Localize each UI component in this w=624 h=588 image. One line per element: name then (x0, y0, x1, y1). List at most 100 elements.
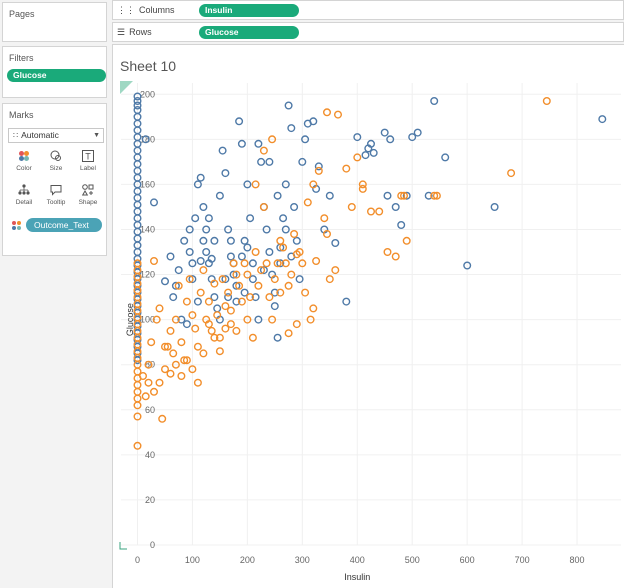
data-point-orange (229, 259, 238, 268)
data-point-orange (432, 191, 441, 200)
data-point-orange (169, 349, 178, 358)
data-point-orange (507, 169, 516, 178)
data-point-blue (193, 180, 202, 189)
data-point-orange (204, 320, 213, 329)
data-point-blue (150, 198, 159, 207)
data-point-blue (240, 236, 249, 245)
size-icon (41, 150, 71, 165)
data-point-orange (188, 311, 197, 320)
svg-text:T: T (85, 152, 91, 162)
data-point-blue (276, 259, 285, 268)
data-point-blue (408, 133, 417, 142)
data-point-blue (490, 202, 499, 211)
data-point-orange (353, 153, 362, 162)
data-point-blue (248, 275, 257, 284)
label-button[interactable]: T Label (73, 148, 103, 176)
data-point-blue (188, 275, 197, 284)
data-point-blue (240, 288, 249, 297)
data-point-blue (237, 252, 246, 261)
detail-icon (9, 184, 39, 199)
data-point-orange (259, 202, 268, 211)
data-point-blue (309, 117, 318, 126)
filter-pill-glucose[interactable]: Glucose (7, 69, 106, 82)
shape-button[interactable]: Shape (73, 182, 103, 210)
data-point-orange (210, 333, 219, 342)
data-point-blue (290, 202, 299, 211)
data-point-orange (322, 229, 331, 238)
data-point-orange (171, 315, 180, 324)
y-tick-label: 0 (150, 540, 155, 550)
data-point-orange (174, 281, 183, 290)
data-point-blue (185, 247, 194, 256)
corner-bracket-icon (119, 542, 127, 550)
size-button[interactable]: Size (41, 148, 71, 176)
sheet-title: Sheet 10 (120, 58, 177, 74)
data-point-blue (161, 277, 170, 286)
data-point-orange (292, 320, 301, 329)
data-point-blue (383, 191, 392, 200)
filters-panel: Filters Glucose (2, 46, 107, 98)
data-point-orange (246, 293, 255, 302)
columns-pill-insulin[interactable]: Insulin (199, 4, 299, 17)
outcome-text-color-pill[interactable]: Outcome_Text (26, 218, 102, 232)
rows-icon: ☰ (117, 27, 126, 37)
data-point-orange (235, 281, 244, 290)
data-point-orange (182, 356, 191, 365)
data-point-blue (171, 281, 180, 290)
data-point-orange (133, 412, 142, 421)
data-point-orange (163, 342, 172, 351)
data-point-blue (196, 173, 205, 182)
y-tick-label: 80 (145, 360, 155, 370)
data-point-blue (221, 275, 230, 284)
mark-type-dropdown[interactable]: ∷ Automatic ▼ (8, 128, 104, 143)
data-point-orange (306, 315, 315, 324)
color-legend-icon (12, 221, 22, 231)
data-point-blue (284, 101, 293, 110)
data-point-blue (185, 225, 194, 234)
data-point-blue (207, 254, 216, 263)
data-point-orange (226, 320, 235, 329)
data-point-orange (375, 207, 384, 216)
color-button[interactable]: Color (9, 148, 39, 176)
scatter-chart[interactable]: 0 20 40 60 80 100 120 140 160 180 200 0 100 200 300 400… (113, 45, 624, 588)
data-point-blue (279, 214, 288, 223)
data-point-orange (199, 349, 208, 358)
rows-pill-glucose[interactable]: Glucose (199, 26, 299, 39)
label-label: Label (80, 165, 96, 172)
data-point-blue (259, 266, 268, 275)
data-point-blue (232, 281, 241, 290)
data-point-orange (177, 372, 186, 381)
data-point-orange (243, 315, 252, 324)
data-point-blue (265, 247, 274, 256)
detail-button[interactable]: Detail (9, 182, 39, 210)
data-point-blue (226, 252, 235, 261)
tooltip-button[interactable]: Tooltip (41, 182, 71, 210)
data-point-orange (268, 315, 277, 324)
data-point-orange (226, 306, 235, 315)
data-point-blue (331, 238, 340, 247)
data-point-orange (383, 247, 392, 256)
data-point-orange (281, 259, 290, 268)
marks-label: Marks (9, 110, 34, 120)
data-point-orange (284, 329, 293, 338)
data-point-blue (402, 191, 411, 200)
data-point-blue (141, 135, 150, 144)
data-point-blue (177, 315, 186, 324)
data-point-blue (281, 225, 290, 234)
data-point-blue (243, 243, 252, 252)
data-point-orange (400, 191, 409, 200)
data-point-orange (358, 180, 367, 189)
data-point-orange (150, 387, 159, 396)
data-point-orange (331, 266, 340, 275)
data-point-orange (251, 247, 260, 256)
data-point-blue (298, 157, 307, 166)
data-point-orange (320, 214, 329, 223)
data-point-blue (257, 157, 266, 166)
data-point-blue (386, 135, 395, 144)
data-point-orange (402, 236, 411, 245)
data-point-orange (166, 369, 175, 378)
marks-panel: Marks ∷ Automatic ▼ Color Size T Label De… (2, 103, 107, 256)
data-point-orange (152, 315, 161, 324)
y-tick-label: 140 (140, 224, 155, 234)
columns-icon: ⋮⋮ (117, 5, 135, 15)
